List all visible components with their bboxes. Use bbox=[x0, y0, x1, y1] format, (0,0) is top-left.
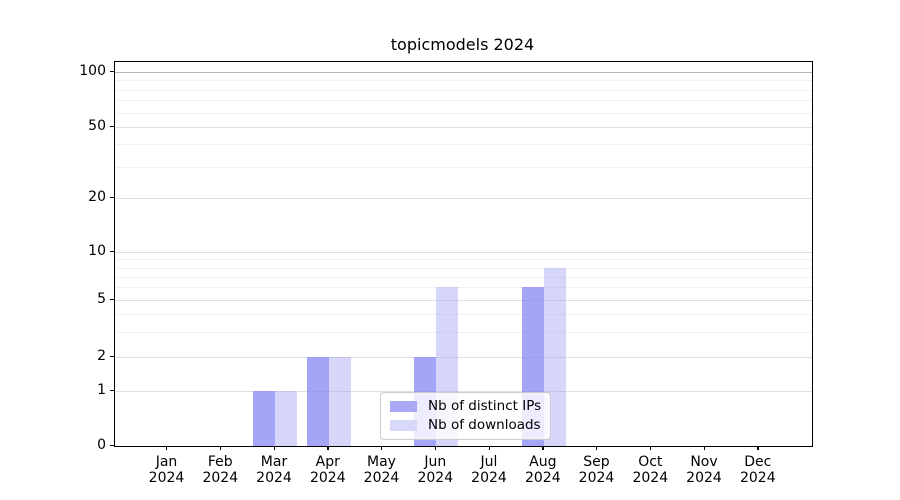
x-tick-mar bbox=[273, 446, 275, 450]
x-tick-label-jan: Jan 2024 bbox=[140, 454, 194, 486]
y-tick-label-2: 2 bbox=[97, 348, 106, 364]
x-tick-year-dec: 2024 bbox=[739, 470, 776, 486]
x-tick-aug bbox=[542, 446, 544, 450]
plot-area: Nb of distinct IPs Nb of downloads bbox=[114, 61, 813, 447]
x-tick-label-may: May 2024 bbox=[355, 454, 409, 486]
gridline-minor-6 bbox=[115, 287, 812, 289]
bar-mar-distinct-ips bbox=[253, 391, 275, 446]
y-tick-label-50: 50 bbox=[88, 118, 106, 134]
y-tick-1 bbox=[110, 389, 114, 391]
y-tick-10 bbox=[110, 250, 114, 252]
x-tick-label-sep: Sep 2024 bbox=[570, 454, 624, 486]
gridline-minor-80 bbox=[115, 89, 812, 91]
x-tick-label-jul: Jul 2024 bbox=[462, 454, 516, 486]
x-tick-year-aug: 2024 bbox=[524, 470, 561, 486]
x-tick-feb bbox=[219, 446, 222, 450]
x-tick-label-nov: Nov 2024 bbox=[677, 454, 731, 486]
x-tick-year-sep: 2024 bbox=[578, 470, 615, 486]
x-tick-may bbox=[381, 446, 383, 450]
gridline-minor-30 bbox=[115, 166, 812, 168]
x-tick-jan bbox=[166, 446, 168, 450]
x-tick-year-jul: 2024 bbox=[471, 470, 507, 486]
gridline-minor-8 bbox=[115, 267, 812, 269]
x-tick-dec bbox=[757, 446, 759, 450]
x-tick-jun bbox=[434, 446, 437, 450]
x-tick-label-aug: Aug 2024 bbox=[516, 454, 570, 486]
legend-item-distinct-ips: Nb of distinct IPs bbox=[390, 399, 541, 414]
gridline-minor-40 bbox=[115, 144, 812, 146]
x-tick-label-mar: Mar 2024 bbox=[247, 454, 301, 486]
x-tick-year-jan: 2024 bbox=[148, 470, 185, 486]
x-tick-label-apr: Apr 2024 bbox=[301, 454, 355, 486]
gridline-major-50 bbox=[115, 127, 812, 128]
gridline-major-1 bbox=[115, 391, 812, 392]
x-tick-label-jun: Jun 2024 bbox=[408, 454, 462, 486]
x-tick-year-may: 2024 bbox=[363, 470, 400, 486]
x-tick-sep bbox=[596, 446, 598, 450]
x-tick-year-mar: 2024 bbox=[256, 470, 292, 486]
gridline-minor-7 bbox=[115, 276, 812, 278]
y-tick-label-1: 1 bbox=[97, 382, 106, 398]
y-tick-label-5: 5 bbox=[97, 291, 106, 307]
x-tick-oct bbox=[649, 446, 652, 450]
gridline-major-2 bbox=[115, 357, 812, 358]
legend-label-downloads: Nb of downloads bbox=[428, 417, 541, 433]
y-tick-label-100: 100 bbox=[79, 63, 106, 79]
legend-label-distinct-ips: Nb of distinct IPs bbox=[428, 398, 542, 414]
y-tick-label-10: 10 bbox=[88, 243, 106, 259]
y-tick-0 bbox=[110, 444, 114, 446]
gridline-minor-4 bbox=[115, 313, 812, 315]
bar-apr-downloads bbox=[328, 357, 351, 446]
bar-apr-distinct-ips bbox=[306, 357, 329, 446]
legend-swatch-downloads bbox=[390, 420, 417, 431]
gridline-major-20 bbox=[115, 198, 812, 199]
x-tick-apr bbox=[327, 446, 329, 450]
chart-title: topicmodels 2024 bbox=[390, 35, 535, 54]
x-tick-label-feb: Feb 2024 bbox=[193, 454, 247, 486]
x-tick-year-feb: 2024 bbox=[202, 470, 239, 486]
legend-swatch-distinct-ips bbox=[390, 401, 417, 412]
gridline-major-100 bbox=[115, 72, 812, 73]
x-tick-year-apr: 2024 bbox=[309, 470, 346, 486]
bar-mar-downloads bbox=[275, 391, 297, 446]
gridline-minor-9 bbox=[115, 259, 812, 261]
legend-item-downloads: Nb of downloads bbox=[390, 418, 541, 433]
y-tick-100 bbox=[110, 70, 114, 72]
y-tick-label-0: 0 bbox=[97, 437, 106, 453]
gridline-major-10 bbox=[115, 252, 812, 253]
gridline-major-5 bbox=[115, 300, 812, 301]
x-tick-jul bbox=[488, 446, 490, 450]
y-tick-label-20: 20 bbox=[88, 189, 106, 205]
y-tick-5 bbox=[110, 298, 114, 300]
gridline-minor-3 bbox=[115, 331, 812, 333]
y-tick-20 bbox=[110, 196, 114, 198]
x-tick-nov bbox=[703, 446, 705, 450]
gridline-minor-90 bbox=[115, 80, 812, 82]
x-tick-year-nov: 2024 bbox=[686, 470, 722, 486]
y-tick-50 bbox=[110, 125, 114, 127]
y-tick-2 bbox=[110, 355, 114, 357]
gridline-minor-60 bbox=[115, 112, 812, 114]
x-tick-year-jun: 2024 bbox=[417, 470, 454, 486]
x-tick-label-dec: Dec 2024 bbox=[731, 454, 785, 486]
x-tick-year-oct: 2024 bbox=[632, 470, 669, 486]
legend: Nb of distinct IPs Nb of downloads bbox=[380, 392, 552, 440]
gridline-minor-70 bbox=[115, 100, 812, 102]
x-tick-label-oct: Oct 2024 bbox=[623, 454, 677, 486]
